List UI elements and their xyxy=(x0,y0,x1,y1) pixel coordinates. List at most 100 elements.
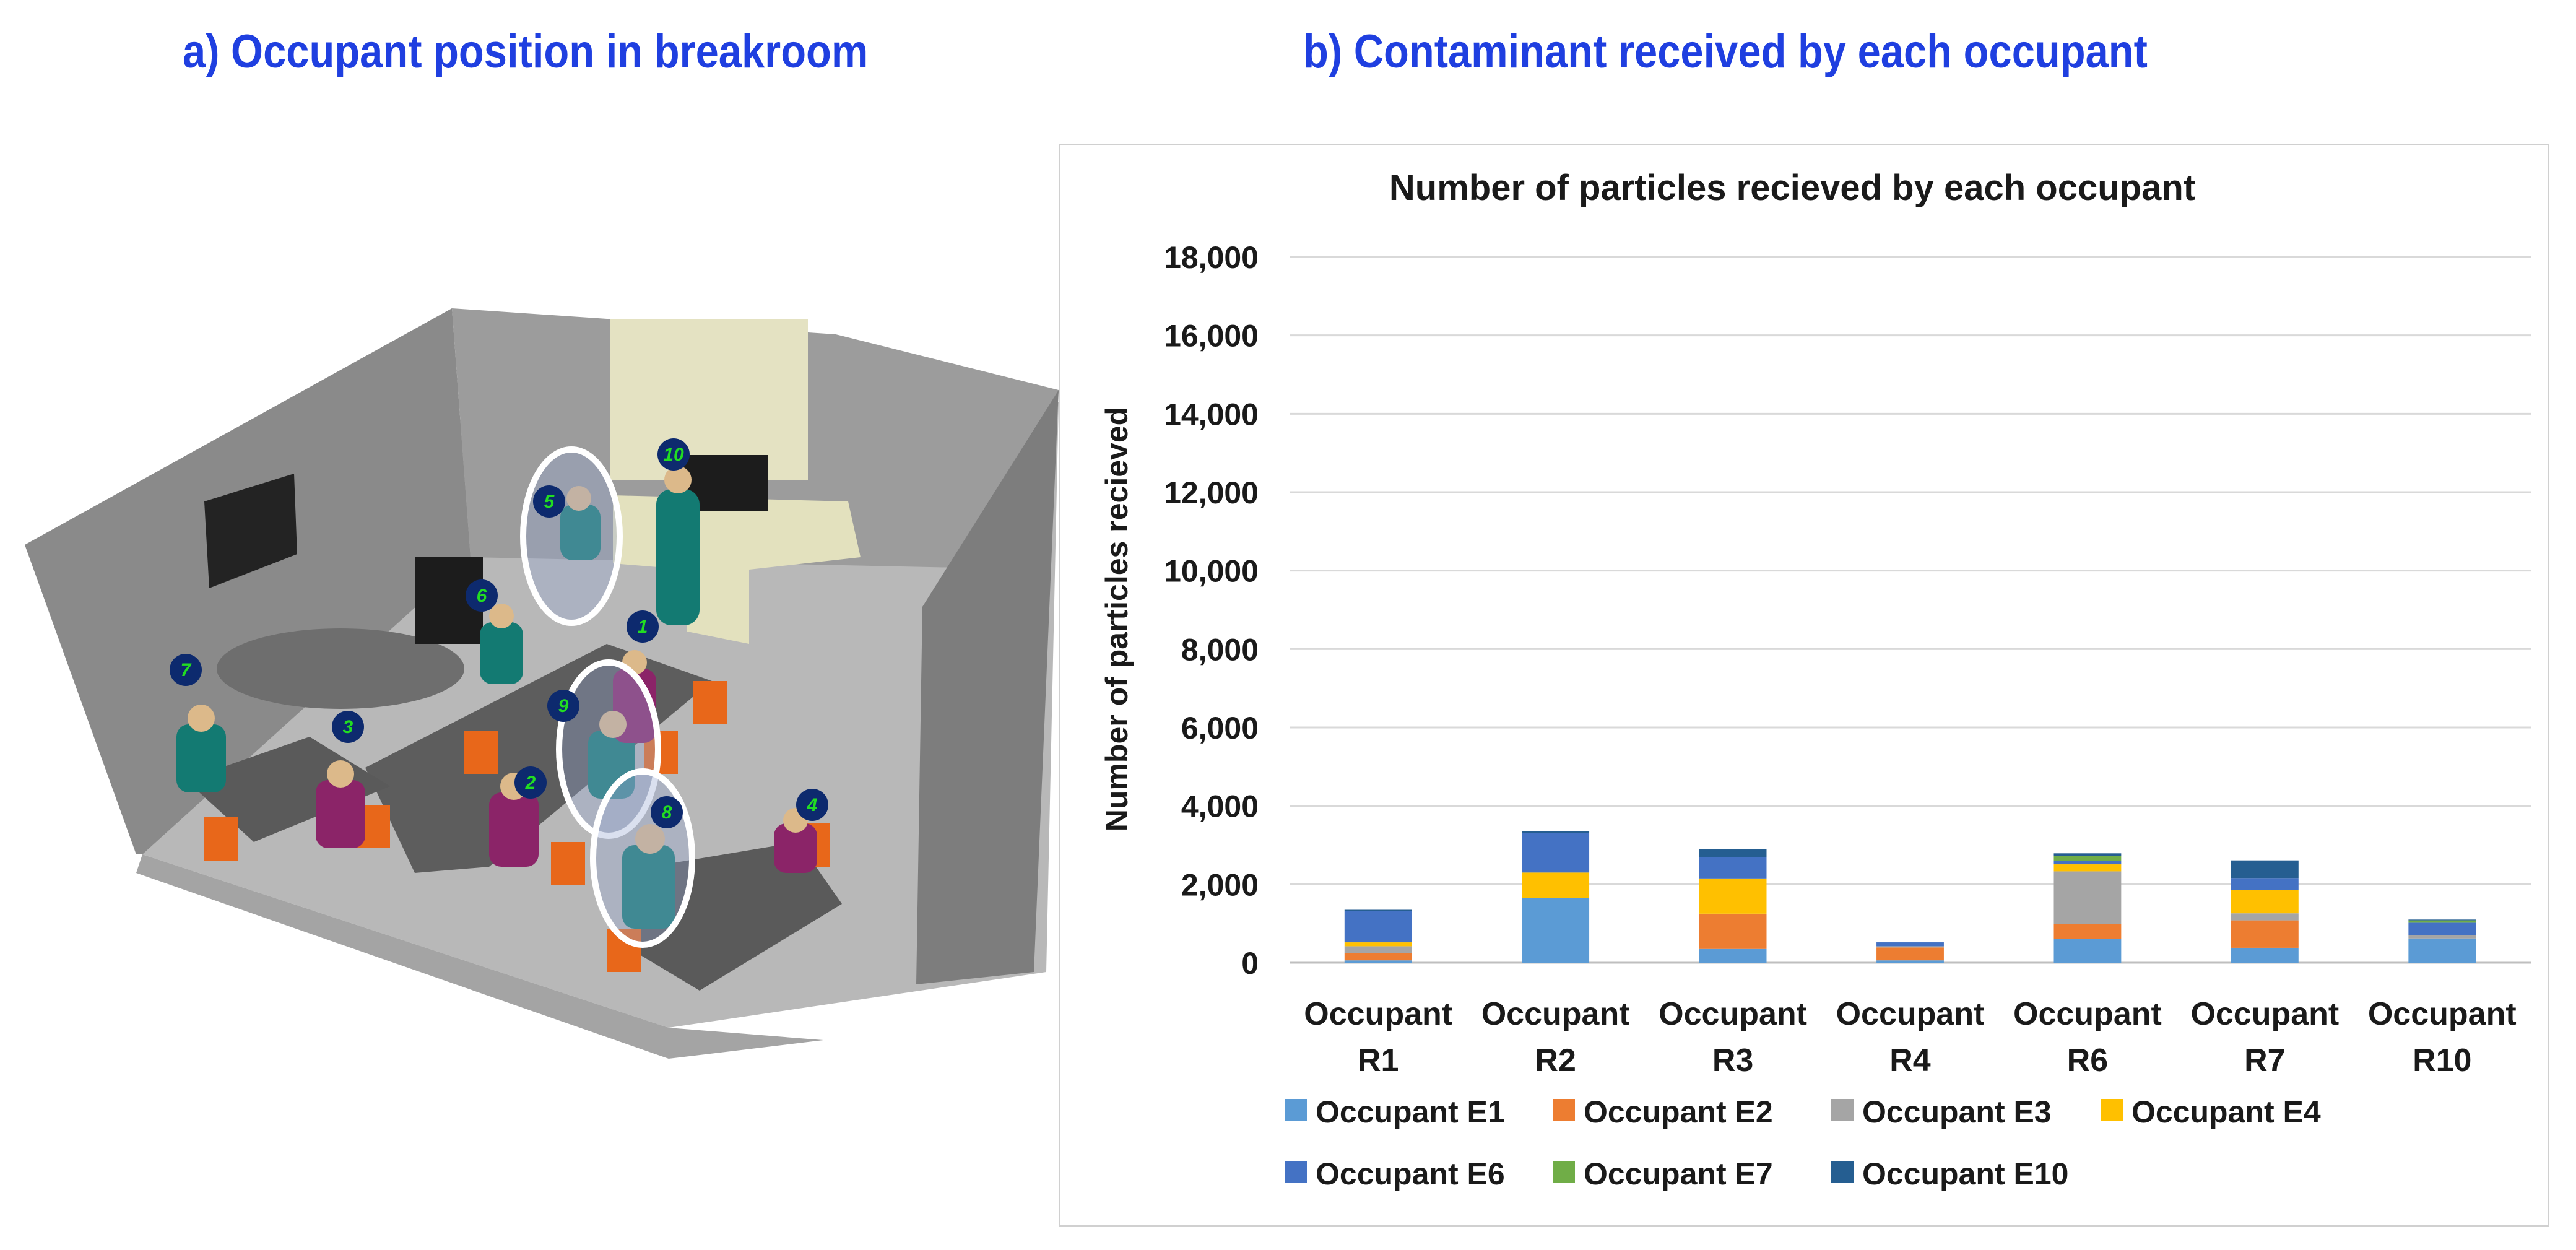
occupant-figure xyxy=(176,724,226,792)
occupant-figure xyxy=(316,780,365,848)
bar-segment xyxy=(1876,946,1944,948)
occupant-head xyxy=(489,604,514,628)
badge-4 xyxy=(796,789,828,821)
x-tick-label: Occupant xyxy=(1836,996,1985,1032)
bar-segment xyxy=(2408,922,2476,935)
badge-5 xyxy=(533,485,565,518)
x-tick-label: Occupant xyxy=(1659,996,1807,1032)
bar-segment xyxy=(2231,913,2299,921)
bar-segment xyxy=(2053,853,2122,856)
x-tick-label: R3 xyxy=(1712,1043,1753,1079)
legend-swatch xyxy=(1553,1161,1575,1183)
badge-label: 8 xyxy=(662,802,672,823)
badge-2 xyxy=(514,766,547,799)
badge-10 xyxy=(657,438,690,471)
x-tick-label: Occupant xyxy=(2368,996,2517,1032)
chair xyxy=(551,842,585,885)
occupant-figure xyxy=(656,489,700,625)
room-left-wall xyxy=(25,308,471,854)
legend-label: Occupant E10 xyxy=(1862,1157,2068,1191)
y-tick-label: 10,000 xyxy=(1164,554,1259,589)
gridlines xyxy=(1290,256,2531,964)
room-front-edge xyxy=(136,854,823,1059)
legend-swatch xyxy=(1553,1099,1575,1121)
chair xyxy=(204,817,238,861)
x-tick-labels: Occupant R1 Occupant R2 Occupant R3 Occupant R4… xyxy=(1304,996,2516,1079)
bar-segment xyxy=(2053,864,2122,872)
y-tick-label: 6,000 xyxy=(1181,711,1259,745)
highlight-ring xyxy=(556,659,661,839)
bar-segment xyxy=(2231,890,2299,914)
occupant-head xyxy=(188,705,215,732)
badge-label: 1 xyxy=(638,617,648,637)
x-tick-label: R4 xyxy=(1889,1043,1931,1079)
chart-container: Number of particles recieved by each occ… xyxy=(1059,144,2549,1227)
bar-segment xyxy=(2231,947,2299,963)
legend: Occupant E1 Occupant E2 Occupant E3 Occupan… xyxy=(1285,1095,2321,1191)
y-tick-label: 8,000 xyxy=(1181,632,1259,667)
occupant-figure xyxy=(489,792,539,867)
badge-1 xyxy=(627,610,659,643)
bar-segment xyxy=(1344,953,1412,961)
bar-segment xyxy=(1522,833,1590,873)
x-tick-label: Occupant xyxy=(2190,996,2339,1032)
chair xyxy=(464,731,498,774)
bar-segment xyxy=(1344,946,1412,953)
legend-label: Occupant E6 xyxy=(1316,1157,1505,1191)
bar-segment xyxy=(2408,919,2476,921)
highlight-ring xyxy=(590,768,695,948)
stacked-bar-chart: Number of particles recieved by each occ… xyxy=(1099,168,2531,1191)
highlight-ring xyxy=(520,446,623,626)
y-axis-label: Number of particles recieved xyxy=(1099,407,1134,831)
bar-segment xyxy=(1522,898,1590,963)
badge-label: 4 xyxy=(807,795,818,815)
legend-swatch xyxy=(1285,1161,1307,1183)
badge-7 xyxy=(170,654,202,686)
badge-label: 7 xyxy=(181,660,192,680)
legend-swatch xyxy=(1285,1099,1307,1121)
bar-segment xyxy=(2053,871,2122,924)
refrigerator xyxy=(610,319,808,480)
occupant-head xyxy=(566,486,591,511)
badge-label: 3 xyxy=(343,717,353,737)
badge-label: 6 xyxy=(477,586,487,606)
legend-label: Occupant E3 xyxy=(1862,1095,2052,1129)
x-tick-label: Occupant xyxy=(1481,996,1630,1032)
bar-segment xyxy=(1876,960,1944,963)
legend-swatch xyxy=(1831,1099,1854,1121)
badge-8 xyxy=(651,796,683,828)
occupant-head xyxy=(327,760,354,788)
bar-segment xyxy=(1876,942,1944,947)
y-tick-label: 0 xyxy=(1241,946,1259,981)
bar-segment xyxy=(1699,857,1767,879)
x-tick-label: R10 xyxy=(2413,1043,2471,1079)
occupant-figure xyxy=(560,505,601,560)
bar-segment xyxy=(1699,913,1767,949)
bar-segment xyxy=(1344,909,1412,911)
y-tick-label: 16,000 xyxy=(1164,319,1259,354)
round-table xyxy=(217,628,464,709)
bar-segment xyxy=(1522,872,1590,898)
legend-label: Occupant E4 xyxy=(2131,1095,2321,1129)
occupant-head xyxy=(635,824,665,854)
legend-swatch xyxy=(1831,1161,1854,1183)
wall-tv xyxy=(204,474,297,588)
y-tick-label: 18,000 xyxy=(1164,240,1259,275)
x-tick-label: R2 xyxy=(1535,1043,1576,1079)
legend-label: Occupant E2 xyxy=(1584,1095,1773,1129)
badge-label: 10 xyxy=(663,445,684,465)
bar-segment xyxy=(1344,960,1412,963)
panel-a-title: a) Occupant position in breakroom xyxy=(183,25,869,78)
bar-segment xyxy=(1699,948,1767,963)
bar-segment xyxy=(2231,920,2299,948)
y-tick-label: 2,000 xyxy=(1181,867,1259,902)
occupants xyxy=(176,466,817,929)
bar-segment xyxy=(2053,939,2122,963)
bar-segment xyxy=(2408,938,2476,963)
occupant-figure xyxy=(774,823,817,873)
legend-label: Occupant E1 xyxy=(1316,1095,1505,1129)
y-tick-labels: 0 2,000 4,000 6,000 8,000 10,000 12,000 14,000 1… xyxy=(1164,240,1259,981)
bar-segment xyxy=(1344,911,1412,943)
occupant-head xyxy=(664,466,692,493)
bar-segment xyxy=(1876,947,1944,961)
